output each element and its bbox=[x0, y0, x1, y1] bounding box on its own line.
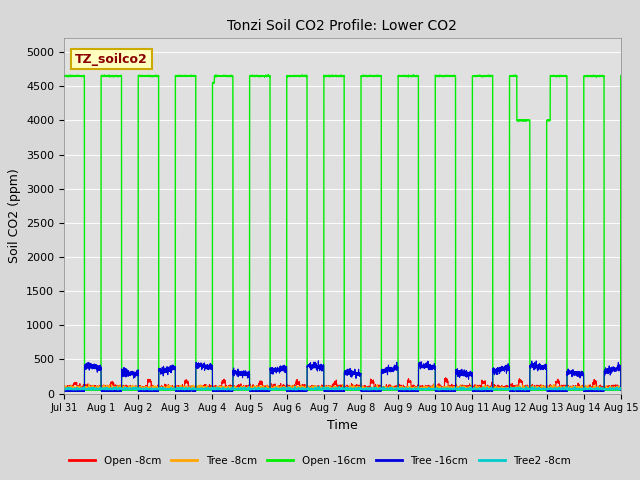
Open -8cm bbox=[468, 384, 476, 389]
Tree -16cm bbox=[617, 388, 625, 394]
Tree -8cm bbox=[616, 384, 624, 390]
Tree -16cm bbox=[499, 368, 507, 373]
Tree2 -8cm bbox=[522, 384, 530, 389]
Tree2 -8cm bbox=[499, 386, 507, 392]
Tree -8cm bbox=[322, 384, 330, 389]
Tree -8cm bbox=[617, 384, 625, 389]
Open -16cm bbox=[322, 73, 330, 79]
Tree -16cm bbox=[616, 365, 624, 371]
Tree2 -8cm bbox=[322, 386, 330, 392]
Y-axis label: Soil CO2 (ppm): Soil CO2 (ppm) bbox=[8, 168, 20, 264]
Line: Open -16cm: Open -16cm bbox=[64, 75, 621, 390]
Tree -16cm bbox=[314, 358, 322, 364]
Tree -16cm bbox=[60, 388, 68, 394]
Open -16cm bbox=[617, 73, 625, 79]
Legend: Open -8cm, Tree -8cm, Open -16cm, Tree -16cm, Tree2 -8cm: Open -8cm, Tree -8cm, Open -16cm, Tree -… bbox=[65, 452, 575, 470]
X-axis label: Time: Time bbox=[327, 419, 358, 432]
Tree2 -8cm bbox=[60, 386, 68, 392]
Open -8cm bbox=[442, 375, 449, 381]
Open -8cm bbox=[60, 385, 68, 391]
Tree -8cm bbox=[85, 382, 93, 387]
Text: TZ_soilco2: TZ_soilco2 bbox=[75, 53, 148, 66]
Tree -8cm bbox=[499, 385, 507, 391]
Tree -8cm bbox=[161, 386, 168, 392]
Open -8cm bbox=[436, 384, 444, 390]
Tree -8cm bbox=[538, 386, 545, 392]
Line: Open -8cm: Open -8cm bbox=[64, 378, 621, 389]
Open -16cm bbox=[499, 387, 507, 393]
Open -8cm bbox=[499, 384, 507, 390]
Open -8cm bbox=[616, 384, 624, 390]
Title: Tonzi Soil CO2 Profile: Lower CO2: Tonzi Soil CO2 Profile: Lower CO2 bbox=[227, 19, 458, 33]
Open -16cm bbox=[60, 72, 68, 78]
Open -16cm bbox=[436, 73, 444, 79]
Line: Tree -8cm: Tree -8cm bbox=[64, 384, 621, 389]
Open -8cm bbox=[322, 385, 330, 391]
Tree -8cm bbox=[60, 385, 68, 391]
Open -8cm bbox=[417, 386, 424, 392]
Tree2 -8cm bbox=[436, 385, 444, 391]
Open -16cm bbox=[468, 387, 476, 393]
Tree2 -8cm bbox=[616, 385, 624, 391]
Tree -16cm bbox=[436, 388, 444, 394]
Tree -16cm bbox=[468, 370, 476, 375]
Open -16cm bbox=[161, 387, 168, 393]
Tree -16cm bbox=[322, 389, 330, 395]
Tree -8cm bbox=[467, 384, 475, 389]
Open -16cm bbox=[264, 72, 272, 78]
Open -8cm bbox=[617, 384, 625, 389]
Open -16cm bbox=[81, 387, 88, 393]
Tree2 -8cm bbox=[310, 387, 317, 393]
Tree2 -8cm bbox=[617, 385, 625, 391]
Line: Tree2 -8cm: Tree2 -8cm bbox=[64, 386, 621, 390]
Tree2 -8cm bbox=[467, 385, 475, 391]
Line: Tree -16cm: Tree -16cm bbox=[64, 361, 621, 392]
Tree -16cm bbox=[65, 389, 72, 395]
Open -16cm bbox=[616, 387, 624, 393]
Tree -16cm bbox=[161, 366, 168, 372]
Open -8cm bbox=[160, 385, 168, 391]
Tree2 -8cm bbox=[160, 386, 168, 392]
Tree -8cm bbox=[436, 385, 444, 391]
